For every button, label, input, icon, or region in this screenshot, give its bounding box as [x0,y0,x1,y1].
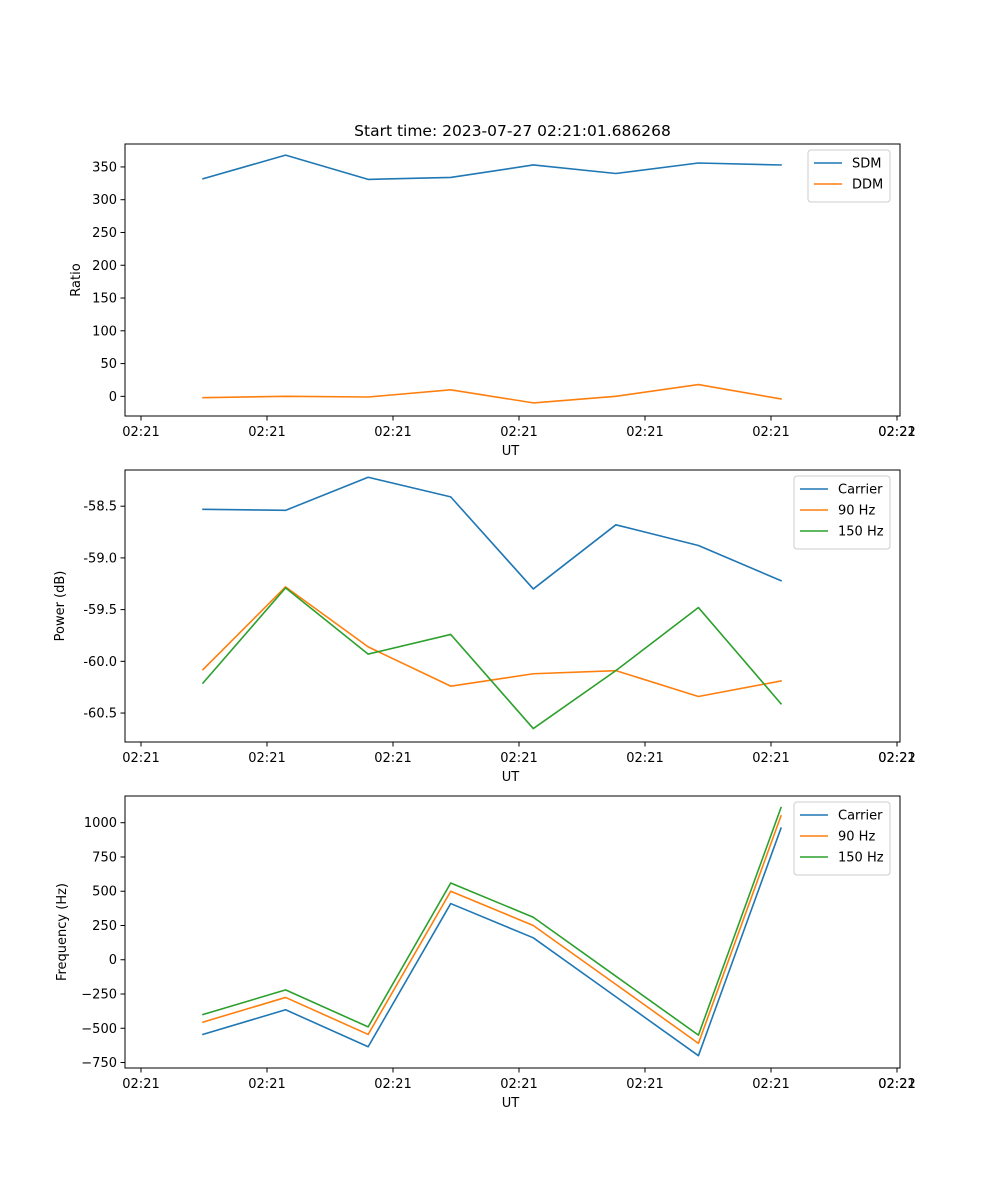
x-tick-label-end: 02:22 [878,751,915,766]
chart-2: 02:21 02:21 02:21 02:21 02:21 02:21 02:2102:22… [53,469,916,785]
x-tick-label: 02:21 [374,425,411,440]
y-tick-label: 50 [100,357,117,372]
y-tick-label: 500 [92,885,117,900]
x-axis-label: UT [502,770,520,785]
y-tick-label: 250 [92,226,117,241]
x-tick-label: 02:21 [374,751,411,766]
x-tick-label: 02:21 [752,425,789,440]
y-tick-label: 200 [92,259,117,274]
x-tick-label: 02:21 [878,425,915,440]
y-tick-label: 100 [92,324,117,339]
legend-label: SDM [852,157,881,172]
series-line-carrier [202,827,783,1057]
x-tick-label: 02:21 [248,751,285,766]
y-axis-label: Ratio [69,263,84,296]
y-axis-label: Power (dB) [53,571,68,642]
plot-frame [124,143,901,417]
y-tick-label: 0 [109,953,117,968]
y-tick-label: 150 [92,292,117,307]
x-tick-label: 02:21 [752,1077,789,1092]
legend-label: Carrier [838,483,883,498]
x-axis-label: UT [502,444,520,459]
y-tick-label: −500 [81,1022,117,1037]
y-tick-label: 0 [109,390,117,405]
x-tick-label: 02:21 [248,425,285,440]
x-tick-label: 02:21 [122,425,159,440]
y-tick-label: -59.0 [83,551,117,566]
x-tick-label: 02:21 [500,425,537,440]
x-tick-label: 02:21 [626,425,663,440]
legend-label: 150 Hz [838,851,884,866]
x-tick-label: 02:21 [500,1077,537,1092]
series-line-90-hz [201,586,782,698]
y-tick-label: -58.5 [83,500,117,515]
x-tick-label: 02:21 [374,1077,411,1092]
x-tick-label: 02:21 [626,751,663,766]
x-tick-label-end: 02:22 [878,1077,915,1092]
legend-label: 90 Hz [838,504,875,519]
y-tick-label: -59.5 [83,603,117,618]
x-tick-label: 02:21 [878,751,915,766]
series-line-90-hz [202,814,783,1045]
y-tick-label: 750 [92,850,117,865]
legend: Carrier 90 Hz 150 Hz [793,801,891,876]
y-tick-label: 1000 [84,816,117,831]
y-tick-label: -60.0 [83,655,117,670]
chart-title: Start time: 2023-07-27 02:21:01.686268 [354,122,671,140]
y-tick-label: −250 [81,988,117,1003]
x-tick-label: 02:21 [500,751,537,766]
y-tick-label: 300 [92,193,117,208]
charts-root: Start time: 2023-07-27 02:21:01.68626802… [53,122,916,1111]
x-tick-label: 02:21 [122,751,159,766]
x-tick-label-end: 02:22 [878,425,915,440]
plot-frame [124,795,901,1069]
x-tick-label: 02:21 [878,1077,915,1092]
y-tick-label: 350 [92,160,117,175]
legend-label: 150 Hz [838,525,884,540]
legend-label: DDM [852,178,883,193]
y-tick-label: -60.5 [83,707,117,722]
legend-label: Carrier [838,809,883,824]
legend: Carrier 90 Hz 150 Hz [793,475,891,550]
series-line-150-hz [201,587,783,730]
series-line-carrier [202,476,783,590]
x-tick-label: 02:21 [626,1077,663,1092]
series-line-150-hz [202,806,783,1036]
x-tick-label: 02:21 [248,1077,285,1092]
chart-1: Start time: 2023-07-27 02:21:01.68626802… [69,122,916,459]
plot-frame [124,469,901,743]
series-line-ddm [202,383,782,404]
y-tick-label: −750 [81,1056,117,1071]
legend-label: 90 Hz [838,830,875,845]
x-axis-label: UT [502,1096,520,1111]
x-tick-label: 02:21 [752,751,789,766]
x-tick-label: 02:21 [122,1077,159,1092]
legend: SDM DDM [807,149,891,203]
chart-3: 02:21 02:21 02:21 02:21 02:21 02:21 02:2102:22… [55,795,916,1111]
y-tick-label: 250 [92,919,117,934]
series-line-sdm [202,154,782,181]
y-axis-label: Frequency (Hz) [55,883,70,981]
